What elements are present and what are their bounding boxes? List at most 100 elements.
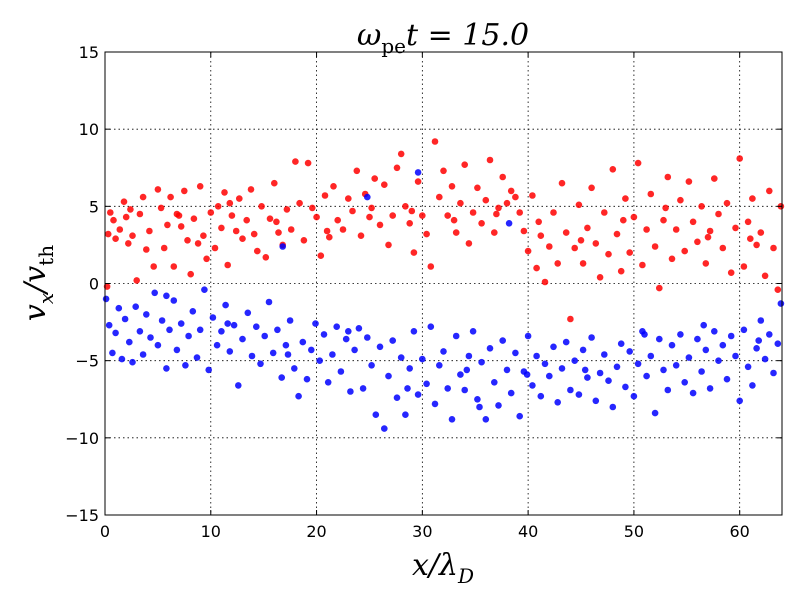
data-point [609,166,617,173]
x-tick-label: 60 [730,522,750,541]
data-point [562,229,570,236]
data-point [613,363,621,371]
data-point [326,233,333,241]
data-point [317,252,325,259]
data-point [770,244,777,252]
data-point [224,261,231,269]
data-point [147,334,154,341]
data-point [461,161,469,168]
data-point [499,173,507,181]
data-point [727,332,735,340]
data-point [698,368,705,375]
data-point [163,365,170,372]
data-point [372,411,380,419]
data-point [286,317,294,324]
data-point [757,317,765,324]
data-point [313,213,320,221]
data-point [291,365,298,372]
data-point [452,332,460,340]
data-point [274,326,281,334]
data-point [719,341,727,349]
data-point [376,221,384,229]
data-point [524,332,532,340]
data-point [732,224,739,232]
data-point [278,374,286,381]
data-point [129,232,136,239]
data-point [154,186,162,193]
chart-title: ωpet = 15.0 [357,18,529,58]
data-point [402,411,409,419]
data-point [261,332,269,340]
data-point [427,263,435,270]
data-point [102,295,110,303]
data-point [601,351,608,358]
data-point [541,360,549,368]
data-point [333,323,341,331]
data-point [158,317,166,324]
data-point [744,218,752,226]
data-point [571,244,578,252]
data-point [507,187,515,195]
data-point [732,352,739,360]
x-tick-label: 20 [306,522,326,541]
data-point [320,331,328,338]
data-point [493,210,500,218]
y-tick-label: −10 [65,429,99,448]
grid [105,52,782,515]
data-point [567,315,574,323]
data-point [463,366,471,374]
data-point [639,261,646,269]
data-point [457,199,464,207]
data-point [279,243,287,250]
data-point [706,227,714,235]
data-point [541,278,549,286]
data-point [150,263,157,270]
data-point [115,304,123,312]
data-point [450,216,458,224]
data-point [651,243,659,250]
data-point [125,240,132,247]
data-point [385,241,392,249]
data-point [133,277,140,284]
data-point [736,397,743,405]
x-tick-label: 40 [518,522,538,541]
data-point [218,328,225,335]
data-point [184,237,191,244]
data-point [243,216,250,224]
data-point [282,341,290,349]
data-point [588,184,595,192]
data-point [109,349,116,357]
data-point [414,391,422,398]
data-point [353,167,361,175]
data-point [668,341,676,349]
data-point [196,183,204,190]
data-point [423,230,430,238]
data-point [617,267,625,275]
data-point [723,199,731,207]
data-point [163,292,170,300]
data-point [300,237,308,244]
data-point [269,349,277,357]
data-point [292,158,299,165]
data-point [755,337,762,344]
data-point [266,215,274,222]
data-point [747,235,754,242]
data-point [406,365,414,372]
data-point [668,255,676,263]
data-point [774,286,782,294]
data-point [523,371,531,378]
y-tick-label: 15 [79,43,99,62]
data-point [702,346,710,354]
data-point [512,349,519,357]
data-point [448,416,456,423]
data-point [643,372,650,380]
data-point [740,326,748,334]
data-point [706,385,714,392]
data-point [694,335,701,343]
data-point [364,193,371,201]
data-point [672,362,680,369]
data-point [689,218,697,226]
data-point [457,371,464,378]
data-point [345,195,352,202]
data-point [121,315,129,323]
